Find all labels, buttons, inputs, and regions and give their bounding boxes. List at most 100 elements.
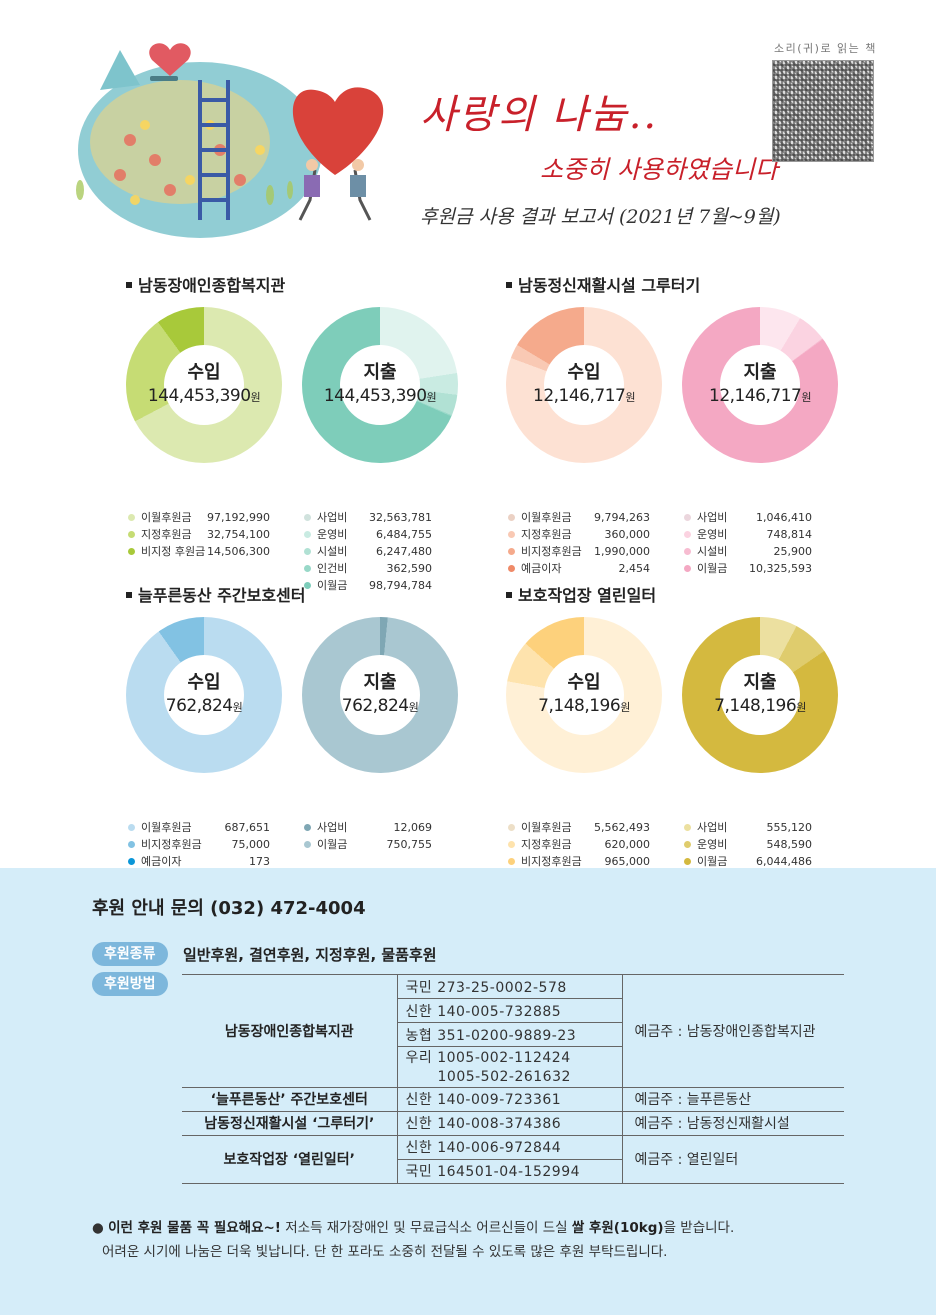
qr-label: 소리(귀)로 읽는 책 (774, 42, 877, 55)
legend-value: 98,794,784 (369, 579, 432, 592)
section-heading: 보호작업장 열린일터 (506, 582, 656, 606)
legend-item: 시설비 6,247,480 (304, 543, 432, 560)
contact-line: 후원 안내 문의 (032) 472-4004 (92, 898, 366, 919)
legend-value: 362,590 (386, 562, 433, 575)
legend-value: 555,120 (766, 821, 813, 834)
donut-kind: 지출 (743, 672, 777, 693)
legend-value: 14,506,300 (207, 545, 270, 558)
account-number: 신한 140-008-374386 (397, 1110, 623, 1136)
square-bullet-icon (126, 591, 132, 598)
legend-dot-icon (304, 548, 311, 555)
account-number: 신한 140-005-732885 (397, 998, 623, 1023)
donut-total: 12,146,717원 (709, 386, 811, 406)
legend-label: 이월금 (697, 562, 728, 575)
legend-value: 6,484,755 (376, 528, 432, 541)
legend-value: 10,325,593 (749, 562, 812, 575)
account-number: 1005-502-261632 (397, 1067, 623, 1088)
legend-label: 사업비 (317, 511, 348, 524)
donut-center-label: 수입 7,148,196원 (486, 617, 682, 720)
method-tag: 후원방법 (92, 972, 168, 996)
donut-hole (544, 655, 624, 735)
legend-dot-icon (684, 565, 691, 572)
account-owner: 예금주 : 열린일터 (622, 1134, 844, 1184)
account-table: 남동장애인종합복지관 국민 273-25-0002-578 예금주 : 남동장애… (182, 974, 844, 1184)
legend-label: 시설비 (697, 545, 728, 558)
legend-dot-icon (304, 514, 311, 521)
legend-value: 548,590 (766, 838, 813, 851)
legend-dot-icon (128, 858, 135, 865)
donut-kind: 수입 (187, 362, 221, 383)
chart-legend: 이월후원금5,562,493지정후원금620,000비지정후원금965,000예… (508, 819, 650, 887)
legend-dot-icon (684, 824, 691, 831)
legend-dot-icon (508, 548, 515, 555)
legend-item: 비지정후원금 1,990,000 (508, 543, 650, 560)
legend-label: 이월후원금 (141, 821, 192, 834)
section-heading: 늘푸른동산 주간보호센터 (126, 582, 306, 606)
legend-item: 이월후원금 5,562,493 (508, 819, 650, 836)
legend-dot-icon (128, 824, 135, 831)
square-bullet-icon (126, 281, 132, 288)
legend-dot-icon (508, 824, 515, 831)
square-bullet-icon (506, 281, 512, 288)
donut-center-label: 지출 144,453,390원 (282, 307, 478, 410)
section-heading: 남동정신재활시설 그루터기 (506, 272, 700, 296)
chart-legend: 사업비 12,069 이월금 750,755 (304, 819, 432, 853)
legend-value: 1,990,000 (594, 545, 650, 558)
legend-item: 사업비 555,120 (684, 819, 812, 836)
legend-label: 운영비 (317, 528, 348, 541)
legend-dot-icon (684, 858, 691, 865)
donut-hole (340, 345, 420, 425)
legend-item: 사업비 32,563,781 (304, 509, 432, 526)
donut-total: 12,146,717원 (533, 386, 635, 406)
legend-value: 75,000 (231, 838, 271, 851)
legend-item: 지정후원금 32,754,100 (128, 526, 270, 543)
legend-item: 이월금 98,794,784 (304, 577, 432, 594)
donut-total: 7,148,196원 (714, 696, 806, 716)
legend-value: 9,794,263 (594, 511, 650, 524)
legend-label: 비지정후원금 (521, 855, 582, 868)
donut-kind: 지출 (363, 672, 397, 693)
legend-value: 6,044,486 (756, 855, 812, 868)
account-number: 신한 140-009-723361 (397, 1086, 623, 1112)
legend-label: 이월금 (697, 855, 728, 868)
legend-item: 이월금 10,325,593 (684, 560, 812, 577)
legend-value: 97,192,990 (207, 511, 270, 524)
legend-item: 시설비 25,900 (684, 543, 812, 560)
donut-total: 144,453,390원 (147, 386, 261, 406)
legend-value: 360,000 (604, 528, 651, 541)
legend-dot-icon (304, 531, 311, 538)
account-owner: 예금주 : 늘푸른동산 (622, 1086, 844, 1112)
donut-hole (340, 655, 420, 735)
donut-kind: 수입 (567, 362, 601, 383)
legend-value: 32,754,100 (207, 528, 270, 541)
org-name: 남동장애인종합복지관 (182, 974, 398, 1088)
donut-center-label: 지출 762,824원 (282, 617, 478, 720)
legend-label: 예금이자 (141, 855, 182, 868)
legend-dot-icon (508, 531, 515, 538)
qr-code[interactable] (772, 60, 874, 162)
donut-hole (164, 655, 244, 735)
chart-legend: 사업비 555,120 운영비 548,590 이월금 6,044,486 (684, 819, 812, 870)
legend-value: 687,651 (224, 821, 271, 834)
legend-item: 이월금 6,044,486 (684, 853, 812, 870)
donut-hole (720, 345, 800, 425)
account-number: 신한 140-006-972844 (397, 1134, 623, 1160)
legend-label: 인건비 (317, 562, 348, 575)
legend-label: 비지정후원금 (141, 838, 202, 851)
org-name: 남동정신재활시설 ‘그루터기’ (182, 1110, 398, 1136)
legend-label: 이월후원금 (521, 511, 572, 524)
bullet-icon: ● (92, 1220, 109, 1236)
org-name: ‘늘푸른동산’ 주간보호센터 (182, 1086, 398, 1112)
legend-value: 748,814 (766, 528, 813, 541)
legend-dot-icon (684, 531, 691, 538)
account-number: 국민 273-25-0002-578 (397, 974, 623, 999)
section-heading: 남동장애인종합복지관 (126, 272, 285, 296)
donut-total: 144,453,390원 (323, 386, 437, 406)
donation-types: 일반후원, 결연후원, 지정후원, 물품후원 (183, 946, 437, 964)
legend-dot-icon (128, 841, 135, 848)
donut-total: 762,824원 (165, 696, 243, 716)
legend-item: 운영비 548,590 (684, 836, 812, 853)
legend-item: 운영비 748,814 (684, 526, 812, 543)
legend-label: 이월금 (317, 838, 348, 851)
page-subtitle: 소중히 사용하였습니다 (540, 155, 778, 184)
